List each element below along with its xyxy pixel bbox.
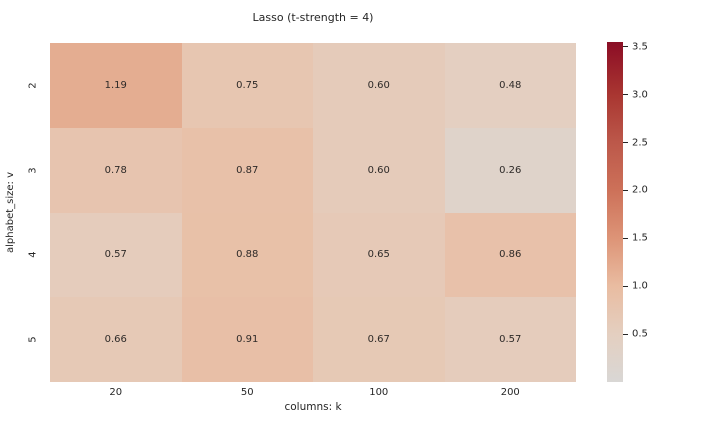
heatmap-cell: 0.57 bbox=[50, 212, 182, 298]
colorbar-tick-label: 2.0 bbox=[632, 184, 648, 196]
x-axis-label: columns: k bbox=[284, 401, 342, 413]
heatmap-cell: 0.60 bbox=[313, 127, 445, 213]
y-axis-label: alphabet_size: v bbox=[4, 172, 16, 253]
y-tick-label: 3 bbox=[27, 166, 39, 174]
colorbar-tick bbox=[623, 141, 628, 144]
heatmap-cell: 0.91 bbox=[181, 297, 313, 382]
x-axis-ticks: 20 50 100 200 bbox=[50, 387, 576, 400]
y-axis-ticks: 2 3 4 5 bbox=[24, 43, 42, 382]
colorbar-tick-label: 1.5 bbox=[632, 232, 648, 244]
heatmap-cell: 0.57 bbox=[444, 297, 576, 382]
colorbar-tick bbox=[623, 189, 628, 192]
y-tick-label: 5 bbox=[27, 336, 39, 343]
heatmap-cell: 0.75 bbox=[181, 43, 313, 128]
heatmap-cell: 0.26 bbox=[444, 127, 576, 213]
colorbar-tick bbox=[623, 333, 628, 335]
colorbar-tick bbox=[623, 237, 628, 239]
heatmap-cell: 0.48 bbox=[444, 43, 576, 128]
colorbar-tick bbox=[623, 94, 628, 96]
x-tick-label: 50 bbox=[240, 387, 254, 398]
y-tick-label: 4 bbox=[27, 251, 39, 259]
heatmap-cell: 0.87 bbox=[181, 127, 313, 213]
heatmap-cell: 0.67 bbox=[313, 297, 445, 382]
heatmap-cell: 0.66 bbox=[50, 297, 182, 382]
heatmap-cell: 1.19 bbox=[50, 43, 182, 128]
heatmap-grid: 1.19 0.75 0.60 0.48 0.78 0.87 0.60 0.26 0.57 0.88… bbox=[50, 43, 576, 382]
colorbar-tick-label: 3.0 bbox=[632, 89, 648, 101]
heatmap-cell: 0.78 bbox=[50, 127, 182, 213]
x-tick-label: 20 bbox=[109, 387, 123, 398]
heatmap-cell: 0.88 bbox=[181, 212, 313, 298]
colorbar-tick bbox=[623, 46, 628, 48]
colorbar-tick-label: 0.5 bbox=[632, 328, 648, 340]
heatmap-cell: 0.65 bbox=[313, 212, 445, 298]
colorbar-tick bbox=[623, 285, 628, 287]
heatmap-cell: 0.60 bbox=[313, 43, 445, 128]
colorbar-tick-label: 1.0 bbox=[632, 280, 648, 292]
heatmap-cell: 0.86 bbox=[444, 212, 576, 298]
colorbar-tick-label: 2.5 bbox=[632, 137, 648, 149]
y-tick-label: 2 bbox=[27, 82, 39, 89]
colorbar bbox=[607, 42, 623, 382]
colorbar-tick-label: 3.5 bbox=[632, 41, 648, 53]
x-tick-label: 200 bbox=[500, 387, 520, 398]
chart-title: Lasso (t-strength = 4) bbox=[252, 11, 374, 24]
x-tick-label: 100 bbox=[369, 387, 389, 398]
